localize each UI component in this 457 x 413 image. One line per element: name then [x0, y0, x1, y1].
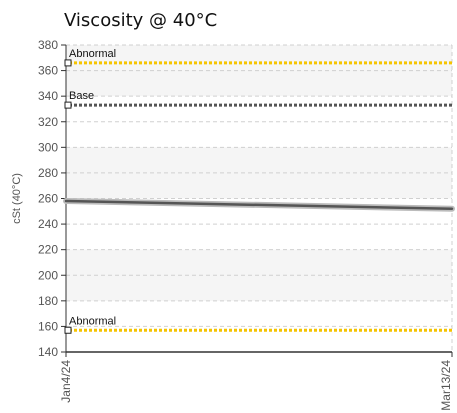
- reference-marker: [64, 101, 72, 109]
- grid-band: [66, 300, 452, 327]
- reference-label: Abnormal: [69, 48, 116, 60]
- reference-lines: Abnormal Base Abnormal: [64, 48, 452, 334]
- x-tick-label: Jan4/24: [59, 360, 73, 403]
- reference-marker: [64, 326, 72, 334]
- y-tick-label: 160: [38, 319, 58, 333]
- grid-band: [66, 121, 452, 148]
- y-tick-label: 260: [38, 192, 58, 206]
- y-tick-label: 240: [38, 217, 58, 231]
- chart-title: Viscosity @ 40°C: [64, 10, 218, 31]
- y-tick-label: 300: [38, 140, 58, 154]
- y-tick-label: 320: [38, 115, 58, 129]
- y-tick-label: 340: [38, 89, 58, 103]
- reference-marker: [64, 59, 72, 67]
- series-line: [64, 199, 454, 210]
- grid-band: [66, 96, 452, 122]
- y-tick-label: 180: [38, 294, 58, 308]
- y-tick-label: 360: [38, 64, 58, 78]
- y-tick-label: 200: [38, 268, 58, 282]
- reference-label: Base: [69, 90, 94, 102]
- axes: 140 160 180 200 220 240 260 280 300 320 340 360 380 J…: [38, 38, 453, 411]
- x-tick-label: Mar13/24: [439, 360, 453, 411]
- reference-label: Abnormal: [69, 315, 116, 327]
- y-tick-label: 140: [38, 345, 58, 359]
- y-axis-title: cSt (40°C): [11, 173, 23, 224]
- y-tick-label: 280: [38, 166, 58, 180]
- y-tick-label: 380: [38, 38, 58, 52]
- data-series: [63, 198, 455, 212]
- grid-band: [66, 224, 452, 250]
- y-tick-label: 220: [38, 243, 58, 257]
